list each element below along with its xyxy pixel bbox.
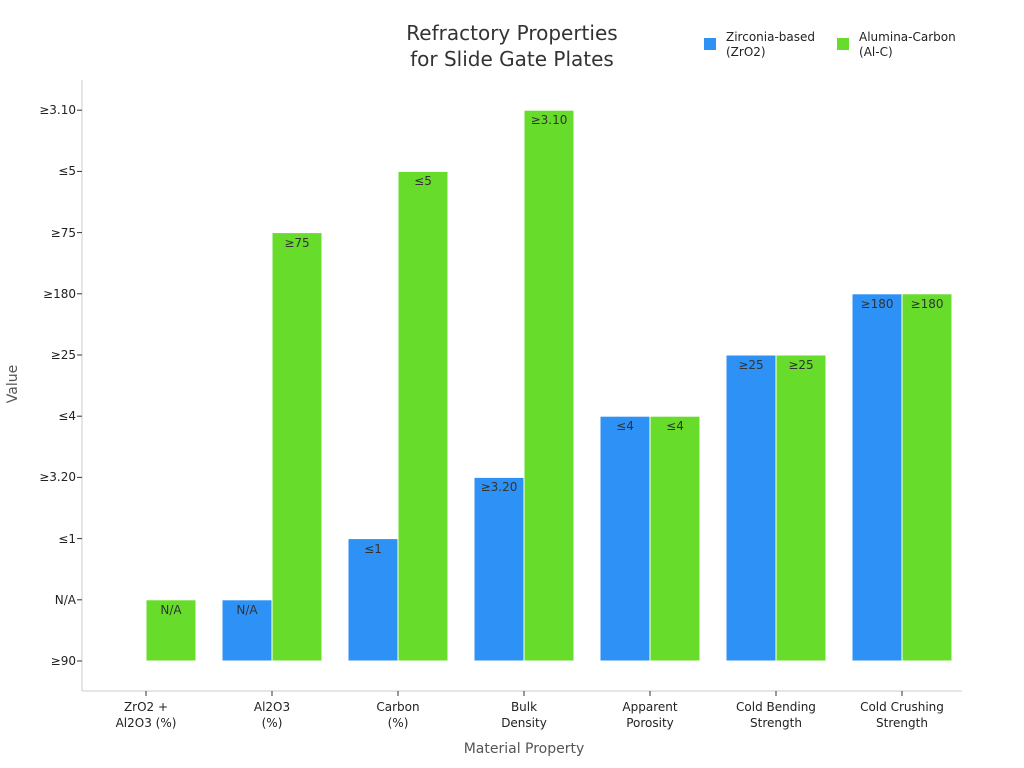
bar-value-label: ≤4 bbox=[666, 419, 684, 434]
legend-item-zirconia: Zirconia-based (ZrO2) bbox=[704, 30, 815, 60]
bar-value-label: ≤5 bbox=[414, 174, 432, 189]
x-tick-label: Cold Bending Strength bbox=[736, 700, 816, 730]
bar-value-label: ≥25 bbox=[738, 358, 764, 372]
bar-zirconia bbox=[599, 415, 651, 662]
bar-alumina-carbon bbox=[775, 354, 827, 662]
axes bbox=[77, 80, 962, 696]
y-tick-label: ≥75 bbox=[50, 225, 76, 240]
x-tick-label: ZrO2 + Al2O3 (%) bbox=[115, 700, 177, 730]
x-tick-label: Apparent Porosity bbox=[622, 700, 678, 730]
bar-zirconia bbox=[221, 599, 273, 662]
bar-value-label: ≥3.20 bbox=[480, 480, 518, 495]
legend: Zirconia-based (ZrO2) Alumina-Carbon (Al… bbox=[704, 30, 956, 60]
legend-label-alumina-carbon: Alumina-Carbon (Al-C) bbox=[859, 30, 956, 59]
legend-swatch-alumina-carbon bbox=[837, 38, 850, 50]
bar-value-label: ≥25 bbox=[788, 358, 814, 372]
x-tick-label: Al2O3 (%) bbox=[253, 700, 291, 730]
x-tick-label: Bulk Density bbox=[501, 700, 547, 730]
bar-value-label: ≤4 bbox=[616, 419, 634, 434]
bar-value-label: ≤1 bbox=[364, 541, 382, 556]
y-tick-label: ≤1 bbox=[58, 531, 76, 546]
bar-value-label: N/A bbox=[160, 602, 182, 617]
bar-alumina-carbon bbox=[901, 293, 953, 662]
bar-alumina-carbon bbox=[271, 232, 323, 662]
bar-value-label: ≥180 bbox=[910, 296, 944, 311]
y-tick-label: ≤4 bbox=[58, 409, 76, 424]
bars bbox=[145, 109, 953, 662]
bar-value-label: ≥75 bbox=[284, 235, 310, 250]
y-tick-label: N/A bbox=[54, 592, 76, 607]
x-axis-label: Material Property bbox=[463, 741, 585, 757]
y-axis-label: Value bbox=[5, 364, 21, 404]
bar-alumina-carbon bbox=[145, 599, 197, 662]
chart-title: Refractory Properties for Slide Gate Pla… bbox=[362, 20, 662, 72]
bar-alumina-carbon bbox=[523, 109, 575, 662]
bar-zirconia bbox=[851, 293, 903, 662]
legend-swatch-zirconia bbox=[704, 38, 716, 50]
bar-zirconia bbox=[347, 538, 399, 662]
y-tick-label: ≥180 bbox=[43, 286, 76, 301]
bar-alumina-carbon bbox=[649, 415, 701, 662]
y-tick-label: ≥90 bbox=[50, 654, 76, 668]
bar-value-label: ≥180 bbox=[860, 296, 894, 311]
legend-item-alumina-carbon: Alumina-Carbon (Al-C) bbox=[837, 30, 956, 60]
bar-value-label: N/A bbox=[236, 602, 258, 617]
x-tick-label: Carbon (%) bbox=[376, 700, 420, 730]
x-tick-label: Cold Crushing Strength bbox=[860, 700, 944, 730]
bar-zirconia bbox=[725, 354, 777, 662]
legend-label-zirconia: Zirconia-based (ZrO2) bbox=[726, 30, 816, 59]
bar-alumina-carbon bbox=[397, 170, 449, 662]
bar-value-label: ≥3.10 bbox=[530, 113, 568, 128]
y-tick-label: ≥25 bbox=[50, 348, 76, 362]
y-tick-label: ≤5 bbox=[58, 164, 76, 179]
y-tick-label: ≥3.20 bbox=[39, 470, 76, 485]
y-tick-label: ≥3.10 bbox=[39, 103, 76, 118]
chart-title-text: Refractory Properties for Slide Gate Pla… bbox=[406, 21, 618, 71]
bar-zirconia bbox=[473, 476, 525, 662]
